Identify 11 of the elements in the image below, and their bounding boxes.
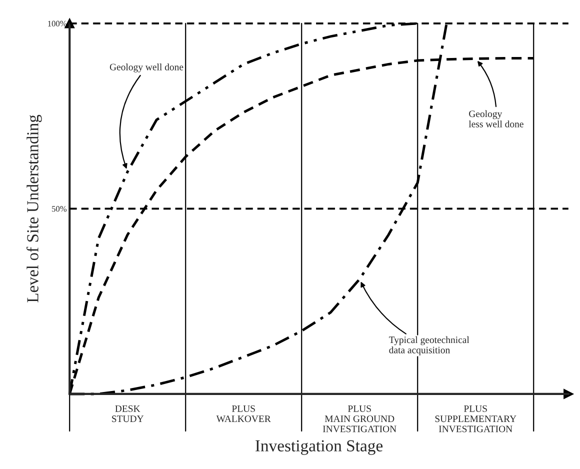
y-tick-label: 50% [52,206,67,212]
annotation: Geology less well done [468,110,524,128]
x-tick-label: PLUS SUPPLEMENTARY INVESTIGATION [435,405,516,432]
x-tick-label: PLUS WALKOVER [216,405,271,422]
y-tick-label: 100% [48,20,67,26]
annotation: Geology well done [110,63,184,72]
x-axis-title: Investigation Stage [255,440,383,455]
x-tick-label: DESK STUDY [112,405,144,422]
annotation: Typical geotechnical data acquisition [389,336,470,356]
y-axis-title: Level of Site Understanding [26,114,42,302]
x-tick-label: PLUS MAIN GROUND INVESTIGATION [322,405,396,432]
